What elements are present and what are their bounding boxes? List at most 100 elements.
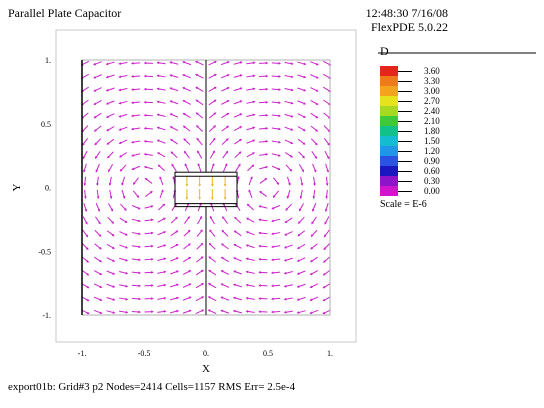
field-arrow — [119, 100, 128, 104]
field-arrow — [182, 74, 191, 79]
field-arrow-head — [239, 126, 243, 129]
field-arrow-head — [286, 196, 290, 199]
field-arrow — [131, 245, 141, 248]
field-arrow — [195, 60, 204, 66]
field-arrow — [196, 138, 203, 146]
field-arrow — [234, 230, 242, 237]
field-arrow — [82, 150, 88, 159]
field-arrow-head — [157, 164, 161, 168]
field-arrow-head — [163, 270, 167, 274]
field-arrow — [95, 151, 101, 159]
field-arrow-head — [187, 216, 190, 219]
field-arrow-head — [283, 246, 287, 249]
field-arrow — [183, 112, 191, 119]
field-arrow-head — [315, 115, 319, 119]
field-arrow — [106, 257, 115, 262]
field-arrow-head — [197, 163, 201, 166]
field-arrow — [119, 231, 128, 236]
legend-tick — [398, 91, 412, 92]
field-arrow — [82, 229, 89, 237]
field-arrow — [247, 203, 254, 211]
field-arrow — [197, 202, 202, 212]
field-arrow — [271, 75, 281, 78]
field-arrow — [108, 163, 114, 172]
field-arrow-head — [221, 243, 224, 246]
field-arrow — [94, 256, 102, 263]
field-arrow — [246, 139, 255, 144]
field-arrow-head — [271, 232, 274, 236]
field-arrow-head — [258, 310, 262, 314]
field-arrow-head — [143, 74, 147, 78]
field-arrow-head — [237, 176, 240, 179]
field-arrow — [93, 99, 102, 105]
field-arrow — [259, 205, 268, 209]
field-arrow-head — [185, 184, 189, 187]
field-arrow — [195, 99, 204, 106]
field-arrow — [144, 258, 153, 261]
field-arrow — [209, 229, 216, 237]
field-arrow — [271, 62, 281, 64]
field-arrow-head — [176, 283, 179, 287]
field-arrow — [183, 230, 191, 237]
field-arrow — [298, 216, 305, 224]
field-arrow-head — [245, 310, 249, 313]
field-arrow-head — [195, 99, 199, 103]
field-arrow — [106, 113, 115, 118]
field-arrow-head — [131, 114, 134, 118]
field-arrow-head — [184, 163, 188, 167]
field-arrow — [106, 230, 115, 237]
field-arrow-head — [265, 165, 269, 169]
field-arrow — [271, 88, 281, 91]
field-arrow — [259, 232, 268, 235]
field-arrow-head — [169, 113, 173, 116]
capacitor-structure — [81, 59, 331, 316]
field-arrow-head — [176, 309, 180, 313]
field-arrow-head — [99, 272, 103, 276]
field-arrow-head — [213, 112, 217, 115]
field-arrow-head — [252, 87, 256, 91]
field-arrow-head — [182, 100, 186, 103]
field-arrow — [297, 113, 306, 118]
field-arrow — [159, 189, 164, 199]
field-arrow-head — [95, 169, 99, 173]
field-arrow-head — [125, 233, 128, 236]
field-arrow-head — [296, 311, 300, 314]
field-arrow-head — [138, 258, 142, 262]
field-arrow-head — [176, 270, 179, 273]
field-arrow-head — [258, 231, 262, 235]
field-arrow — [170, 100, 179, 105]
field-arrow — [246, 126, 255, 131]
field-arrow — [284, 231, 293, 236]
field-arrow — [170, 243, 179, 249]
field-arrow-head — [143, 127, 147, 130]
field-arrow — [271, 245, 281, 248]
field-arrow-head — [296, 272, 300, 275]
field-arrow — [182, 87, 191, 92]
field-arrow-head — [296, 259, 300, 262]
legend-value: 2.70 — [424, 96, 440, 106]
field-arrow-head — [289, 168, 293, 172]
field-arrow-head — [138, 219, 141, 223]
field-arrow-head — [163, 244, 167, 247]
field-arrow-head — [118, 62, 122, 65]
field-arrow-head — [105, 102, 109, 105]
field-arrow — [119, 139, 128, 144]
field-arrow — [271, 271, 281, 274]
legend-swatch — [380, 116, 398, 126]
field-arrow — [234, 151, 242, 159]
field-arrow-head — [265, 127, 269, 130]
field-arrow — [93, 87, 102, 92]
field-arrow — [106, 87, 115, 92]
field-arrow-head — [327, 156, 330, 160]
x-tick-label: 0. — [203, 349, 209, 358]
field-arrow-head — [125, 271, 129, 275]
field-arrow-head — [226, 138, 229, 141]
field-arrow — [208, 112, 216, 119]
field-arrow-head — [252, 100, 256, 104]
field-arrow — [284, 113, 293, 118]
field-arrow — [132, 190, 140, 198]
field-arrow — [246, 88, 255, 91]
field-arrow-head — [171, 163, 174, 167]
field-arrow-head — [176, 257, 179, 260]
field-arrow-head — [309, 298, 313, 301]
